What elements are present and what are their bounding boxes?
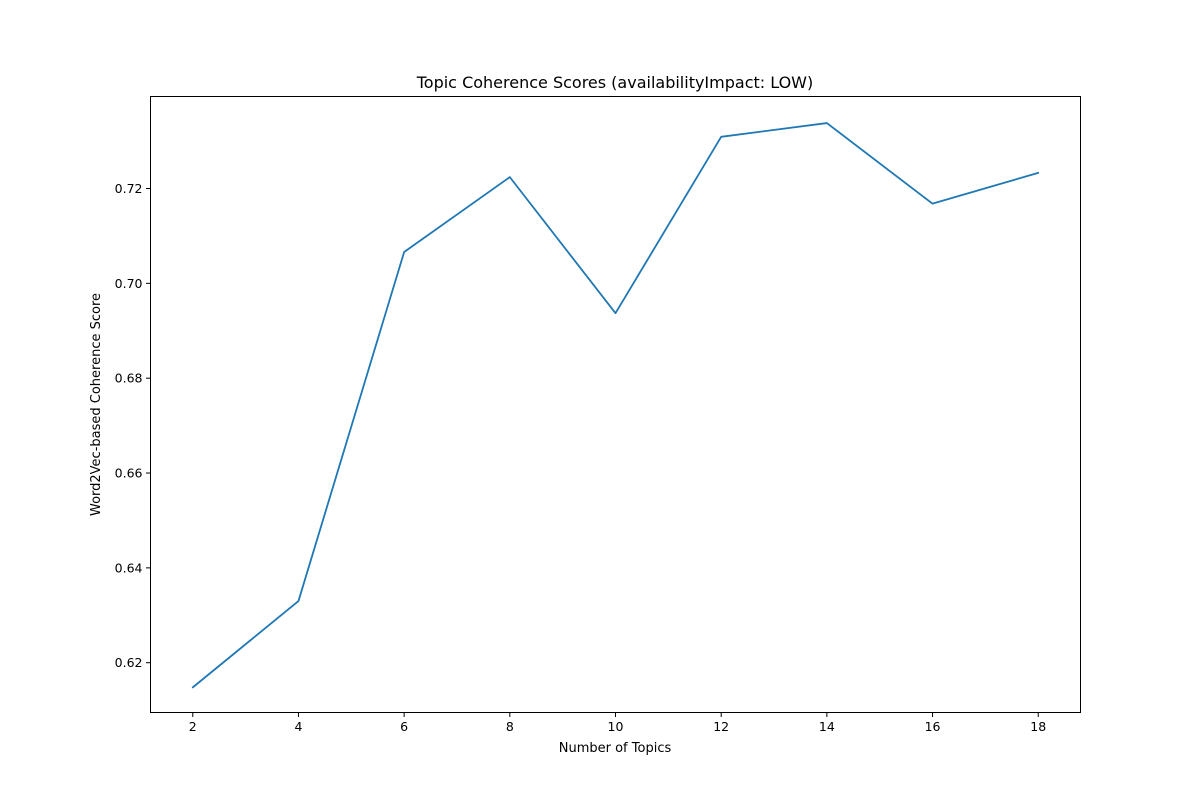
x-tick-label: 4	[294, 719, 302, 734]
x-tick-label: 6	[400, 719, 408, 734]
y-axis-label: Word2Vec-based Coherence Score	[89, 293, 104, 516]
y-tick-label: 0.66	[115, 466, 143, 481]
x-tick-label: 16	[925, 719, 941, 734]
x-tick-label: 12	[713, 719, 729, 734]
y-tick-label: 0.72	[115, 181, 143, 196]
x-tick-label: 10	[608, 719, 624, 734]
plot-area: 2 4 6 8 10 12 14 16 18 0.62 0.64 0.66 0.68 0.70 0.72	[115, 96, 1081, 734]
x-axis: 2 4 6 8 10 12 14 16 18	[189, 712, 1046, 734]
x-tick-label: 18	[1030, 719, 1046, 734]
x-axis-label: Number of Topics	[559, 741, 672, 756]
chart-title: Topic Coherence Scores (availabilityImpa…	[416, 73, 814, 92]
y-tick-label: 0.70	[115, 276, 143, 291]
plot-frame	[150, 96, 1081, 713]
y-tick-label: 0.62	[115, 655, 143, 670]
series-line	[191, 122, 1040, 689]
y-tick-label: 0.64	[115, 560, 143, 575]
x-tick-label: 8	[506, 719, 514, 734]
x-tick-label: 14	[819, 719, 835, 734]
y-tick-label: 0.68	[115, 371, 143, 386]
series-layer	[191, 122, 1040, 689]
x-tick-label: 2	[189, 719, 197, 734]
y-axis: 0.62 0.64 0.66 0.68 0.70 0.72	[115, 181, 151, 670]
